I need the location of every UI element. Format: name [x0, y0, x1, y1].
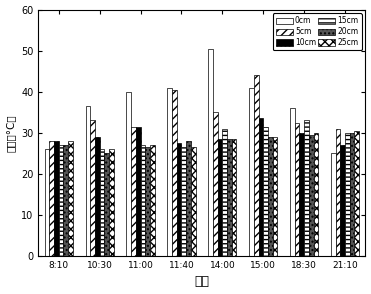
Bar [136, 127, 141, 256]
Bar [354, 131, 359, 256]
Bar [90, 121, 95, 256]
Bar [54, 141, 59, 256]
Bar [186, 141, 191, 256]
Bar [259, 118, 263, 256]
Bar [232, 139, 236, 256]
Bar [45, 149, 49, 256]
Bar [150, 145, 155, 256]
Bar [227, 139, 232, 256]
Bar [145, 147, 150, 256]
Bar [191, 147, 196, 256]
Legend: 0cm, 5cm, 10cm, 15cm, 20cm, 25cm: 0cm, 5cm, 10cm, 15cm, 20cm, 25cm [273, 13, 362, 50]
Bar [350, 133, 354, 256]
X-axis label: 时间: 时间 [194, 275, 209, 288]
Bar [86, 106, 90, 256]
Bar [273, 137, 278, 256]
Bar [336, 129, 340, 256]
Bar [131, 127, 136, 256]
Bar [59, 145, 63, 256]
Bar [208, 49, 213, 256]
Bar [313, 133, 318, 256]
Bar [340, 145, 345, 256]
Bar [218, 139, 222, 256]
Bar [109, 149, 114, 256]
Bar [249, 88, 254, 256]
Bar [263, 127, 268, 256]
Bar [172, 90, 177, 256]
Bar [309, 135, 313, 256]
Bar [68, 141, 73, 256]
Bar [254, 75, 259, 256]
Bar [290, 108, 295, 256]
Bar [141, 145, 145, 256]
Bar [104, 153, 109, 256]
Bar [95, 137, 100, 256]
Bar [181, 147, 186, 256]
Bar [177, 143, 181, 256]
Bar [222, 129, 227, 256]
Bar [213, 112, 218, 256]
Bar [299, 133, 304, 256]
Bar [345, 133, 350, 256]
Bar [63, 145, 68, 256]
Bar [295, 123, 299, 256]
Bar [304, 121, 309, 256]
Bar [127, 92, 131, 256]
Bar [100, 149, 104, 256]
Bar [49, 141, 54, 256]
Bar [331, 153, 336, 256]
Bar [268, 137, 273, 256]
Y-axis label: 温度（°C）: 温度（°C） [6, 114, 16, 152]
Bar [167, 88, 172, 256]
